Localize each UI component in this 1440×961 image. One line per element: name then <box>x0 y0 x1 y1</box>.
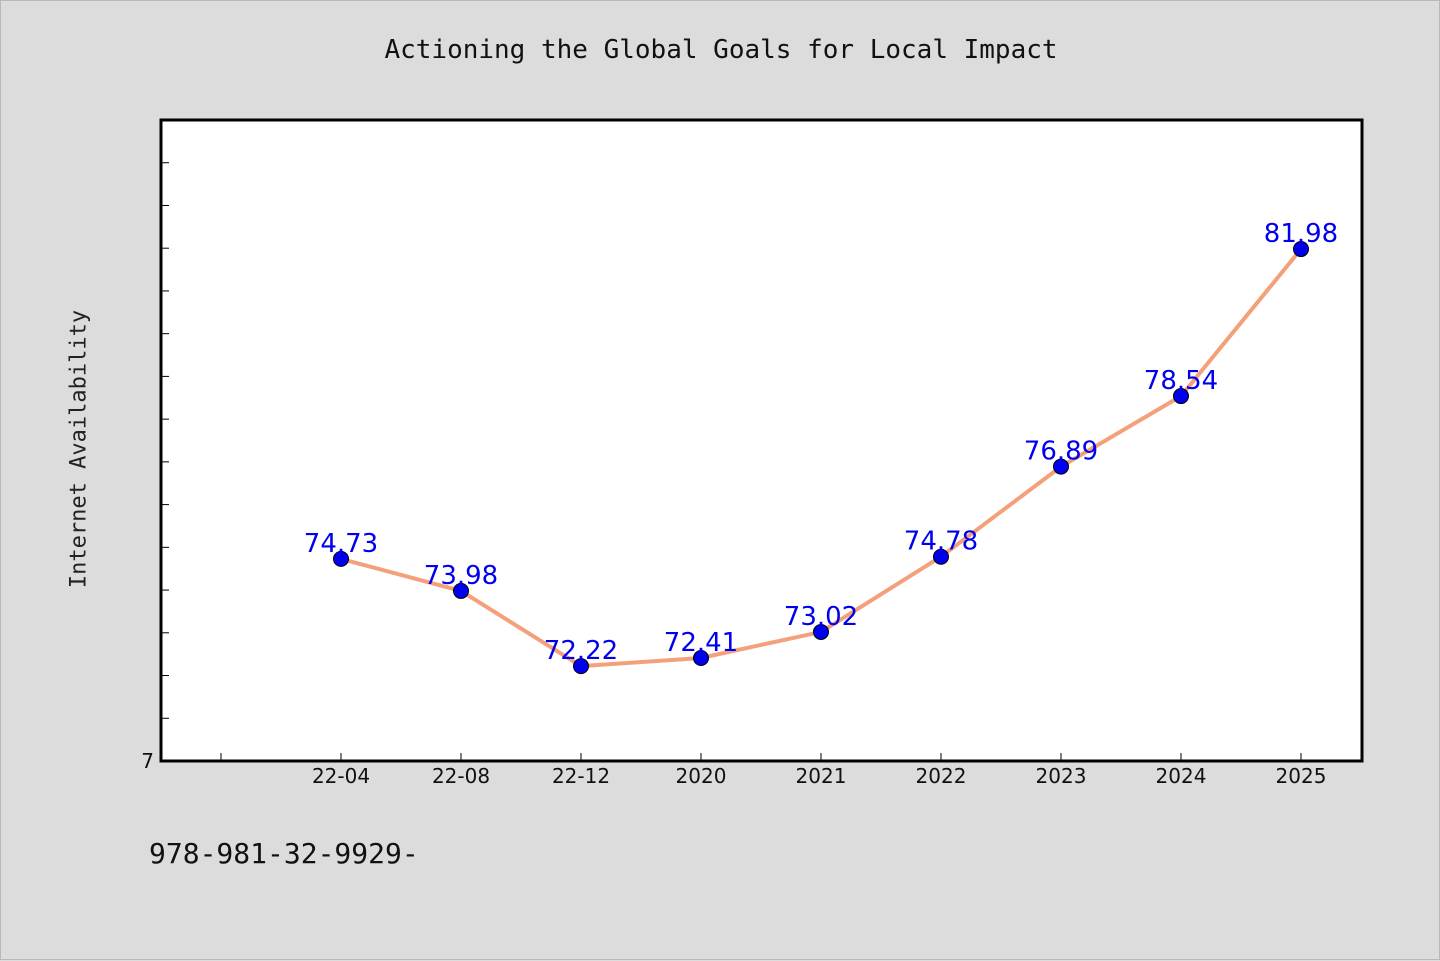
x-tick-label: 2020 <box>676 764 727 788</box>
data-label: 73.98 <box>424 561 498 591</box>
data-label: 72.41 <box>664 628 738 658</box>
data-label: 78.54 <box>1144 366 1218 396</box>
data-point <box>813 623 829 640</box>
x-axis-ticks: 22-04 22-08 22-12 2020 2021 2022 2023 2024 2025 <box>220 753 1327 788</box>
chart-title: Actioning the Global Goals for Local Imp… <box>384 35 1058 65</box>
y-axis-ticks <box>161 162 169 719</box>
plot-area <box>159 118 1364 763</box>
data-label: 74.78 <box>904 527 978 557</box>
y-tick-label: 7 <box>141 749 154 773</box>
data-point <box>573 658 589 675</box>
x-tick-label: 2022 <box>916 764 967 788</box>
x-tick-label: 2021 <box>796 764 847 788</box>
x-tick-label: 2023 <box>1036 764 1087 788</box>
x-tick-label: 22-12 <box>552 764 610 788</box>
data-label: 74.73 <box>304 529 378 559</box>
data-point <box>1053 458 1069 475</box>
x-tick-label: 22-04 <box>312 764 370 788</box>
data-label: 73.02 <box>784 602 858 632</box>
data-label: 72.22 <box>544 636 618 666</box>
data-point <box>453 582 469 599</box>
data-label: 76.89 <box>1024 437 1098 467</box>
data-label: 81.98 <box>1264 219 1338 249</box>
x-tick-label: 2025 <box>1276 764 1327 788</box>
footer-isbn: 978-981-32-9929- <box>149 837 419 870</box>
x-tick-label: 22-08 <box>432 764 490 788</box>
data-point <box>1293 241 1309 258</box>
data-point <box>333 550 349 567</box>
x-tick-label: 2024 <box>1156 764 1207 788</box>
data-point <box>1173 388 1189 405</box>
data-point <box>933 548 949 565</box>
series-layer: 74.73 73.98 72.22 72.41 73.02 74.78 76.89 78.54… <box>304 219 1338 675</box>
data-point <box>693 650 709 667</box>
